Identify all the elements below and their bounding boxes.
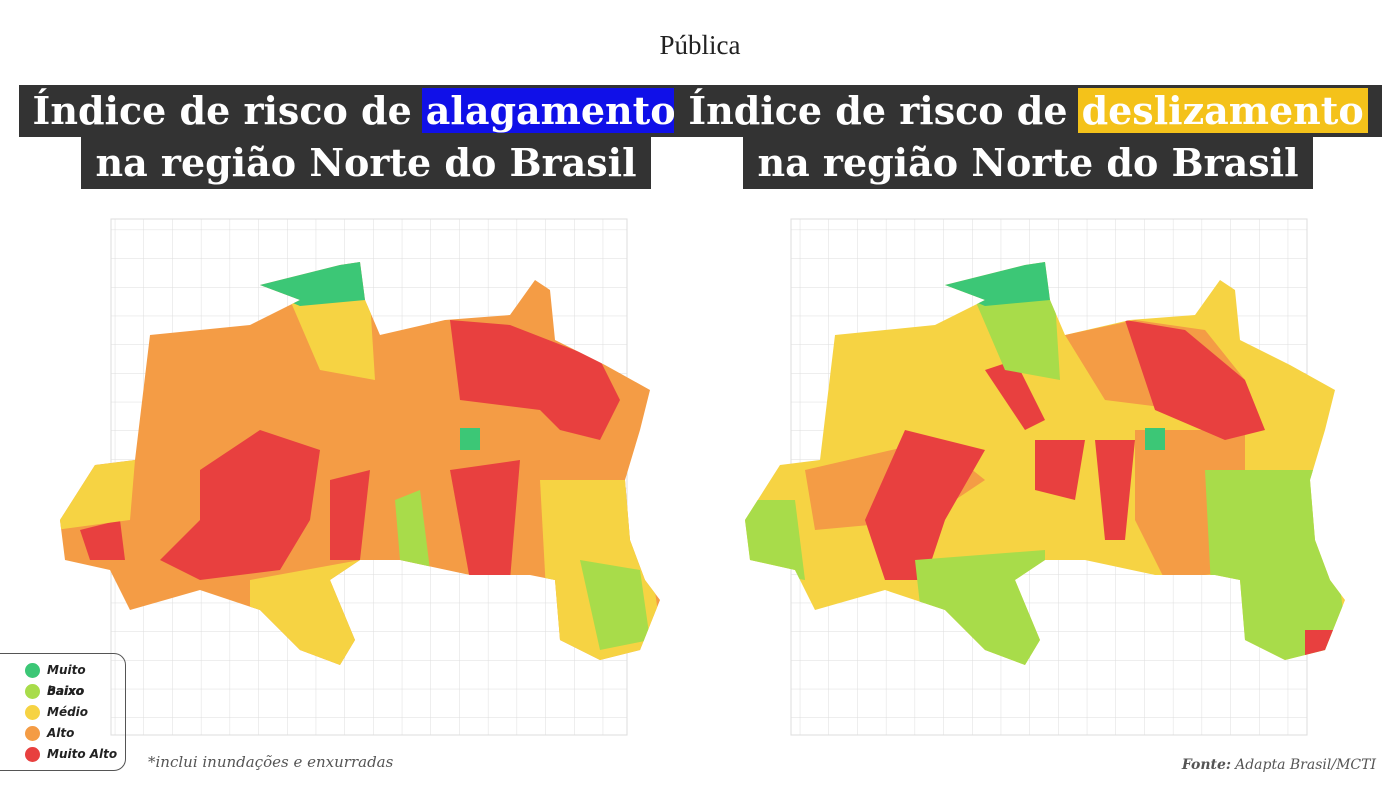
footnote: *inclui inundações e enxurradas <box>148 753 394 771</box>
source-text: Adapta Brasil/MCTI <box>1235 757 1376 773</box>
legend-item: Alto <box>25 723 125 744</box>
area <box>460 428 480 450</box>
source-label: Fonte: <box>1181 757 1232 773</box>
map-title: Índice de risco de deslizamento na região… <box>674 85 1382 189</box>
map-title: Índice de risco de alagamento* na região … <box>18 85 714 189</box>
area <box>80 520 125 560</box>
area <box>1305 630 1345 665</box>
area <box>580 560 650 650</box>
area <box>975 300 1060 380</box>
legend-swatch <box>25 705 40 720</box>
source: Fonte: Adapta Brasil/MCTI <box>1182 757 1376 773</box>
title-highlight: alagamento* <box>421 88 700 133</box>
area <box>330 470 370 560</box>
legend-label: Muito baixo <box>47 663 86 698</box>
legend-item: Médio <box>25 702 125 723</box>
area <box>745 500 805 580</box>
area <box>290 300 375 380</box>
area <box>1125 320 1265 440</box>
legend-item: Muito Alto <box>25 744 125 765</box>
area <box>450 320 620 440</box>
legend-label: Baixo <box>47 684 85 698</box>
title-line: na região Norte do Brasil <box>743 137 1313 189</box>
area <box>450 460 520 580</box>
title-line: na região Norte do Brasil <box>81 137 651 189</box>
legend-item: Baixo <box>25 681 125 702</box>
map-landslide <box>745 218 1345 736</box>
legend-swatch <box>25 747 40 762</box>
area <box>395 490 430 570</box>
legend-swatch <box>25 726 40 741</box>
logo: Pública <box>659 30 741 60</box>
legend-label: Médio <box>47 705 89 719</box>
title-highlight: deslizamento <box>1077 88 1368 133</box>
legend-label: Alto <box>47 726 75 740</box>
legend-item: Muito baixo <box>25 660 125 698</box>
title-line: Índice de risco de deslizamento <box>674 85 1382 137</box>
area <box>1035 440 1085 500</box>
legend: Muito baixo Baixo Médio Alto Muito Alto <box>0 653 126 771</box>
area <box>865 430 985 580</box>
legend-label: Muito Alto <box>47 747 118 761</box>
map-flood <box>60 218 660 736</box>
area <box>1095 440 1135 540</box>
title-line: Índice de risco de alagamento* <box>18 85 714 137</box>
title-text: Índice de risco de <box>32 88 412 133</box>
area <box>60 460 135 530</box>
area <box>1145 428 1165 450</box>
area <box>985 360 1045 430</box>
title-text: Índice de risco de <box>688 88 1068 133</box>
legend-swatch <box>25 663 40 678</box>
legend-swatch <box>25 684 40 699</box>
area <box>160 430 320 580</box>
